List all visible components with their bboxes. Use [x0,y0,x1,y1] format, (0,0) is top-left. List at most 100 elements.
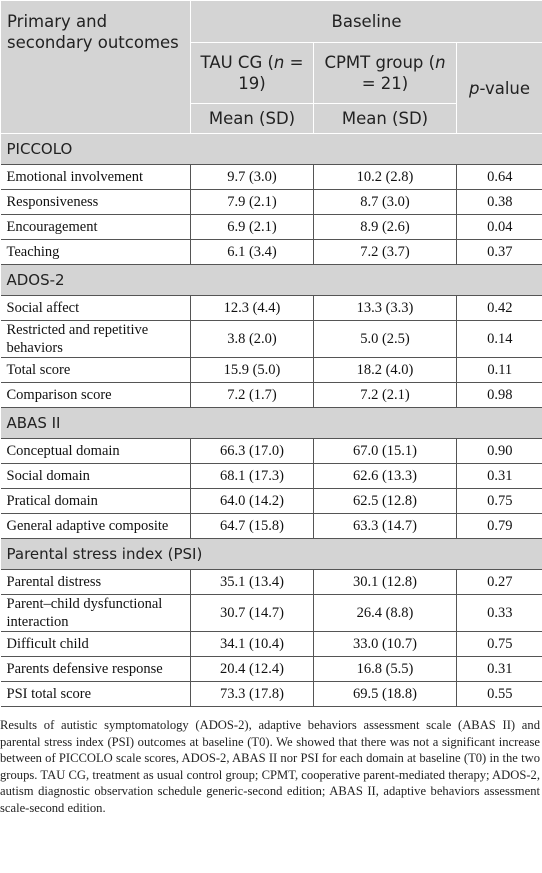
data-row: Parents defensive response 20.4 (12.4) 16.… [0,656,542,682]
cell-value: 8.9 (2.6) [313,214,457,240]
row-label: Pratical domain [0,488,191,514]
column-header: p-value [456,42,542,134]
row-label: Difficult child [0,631,191,657]
caption: Results of autistic symptomatology (ADOS… [0,718,540,815]
row-label: General adaptive composite [0,513,191,539]
row-label: Comparison score [0,382,191,408]
cell-value: 69.5 (18.8) [313,681,457,707]
header-row: TAU CG (n = 19) CPMT group (n = 21) p-valu… [1,42,542,134]
data-row: Parent–child dysfunctional interaction 30… [0,594,542,632]
cell-value: 26.4 (8.8) [313,594,457,632]
cell-value: 0.38 [456,189,542,215]
cell-value: 3.8 (2.0) [190,320,314,358]
cell-value: 0.79 [456,513,542,539]
cell-value: 30.1 (12.8) [313,569,457,595]
section-title: ABAS II [0,407,542,439]
header-text: -value [479,78,531,98]
cell-value: 7.2 (1.7) [190,382,314,408]
data-row: Pratical domain 64.0 (14.2) 62.5 (12.8) 0.7… [0,488,542,514]
row-label: PSI total score [0,681,191,707]
section-row: ADOS-2 [0,264,542,296]
cell-value: 12.3 (4.4) [190,295,314,321]
cell-value: 0.55 [456,681,542,707]
data-row: Conceptual domain 66.3 (17.0) 67.0 (15.1) 0… [0,438,542,464]
cell-value: 64.7 (15.8) [190,513,314,539]
data-row: Teaching 6.1 (3.4) 7.2 (3.7) 0.37 [0,239,542,265]
data-row: Total score 15.9 (5.0) 18.2 (4.0) 0.11 [0,357,542,383]
data-row: Social domain 68.1 (17.3) 62.6 (13.3) 0.31 [0,463,542,489]
cell-value: 6.1 (3.4) [190,239,314,265]
data-row: Difficult child 34.1 (10.4) 33.0 (10.7) 0.7… [0,631,542,657]
cell-value: 5.0 (2.5) [313,320,457,358]
group-header: Baseline [190,0,542,43]
outcome-header: Primary and secondary outcomes [0,0,191,134]
cell-value: 73.3 (17.8) [190,681,314,707]
row-label: Teaching [0,239,191,265]
row-label: Encouragement [0,214,191,240]
header-text: = 21) [361,74,409,93]
results-table: Primary and secondary outcomes Baseline TA… [0,0,542,707]
section-title: Parental stress index (PSI) [0,538,542,570]
cell-value: 0.31 [456,656,542,682]
cell-value: 9.7 (3.0) [190,164,314,190]
cell-value: 62.5 (12.8) [313,488,457,514]
cell-value: 30.7 (14.7) [190,594,314,632]
cell-value: 68.1 (17.3) [190,463,314,489]
cell-value: 20.4 (12.4) [190,656,314,682]
data-row: Emotional involvement 9.7 (3.0) 10.2 (2.8)… [0,164,542,190]
header-text: n [273,53,285,72]
cell-value: 7.2 (2.1) [313,382,457,408]
row-label: Emotional involvement [0,164,191,190]
cell-value: 16.8 (5.5) [313,656,457,682]
cell-value: 0.33 [456,594,542,632]
cell-value: 7.2 (3.7) [313,239,457,265]
cell-value: 6.9 (2.1) [190,214,314,240]
cell-value: 0.37 [456,239,542,265]
cell-value: 0.14 [456,320,542,358]
cell-value: 10.2 (2.8) [313,164,457,190]
row-label: Social affect [0,295,191,321]
data-row: Restricted and repetitive behaviors 3.8 (… [0,320,542,358]
cell-value: 67.0 (15.1) [313,438,457,464]
header-text: = 19) [238,53,304,93]
data-row: Encouragement 6.9 (2.1) 8.9 (2.6) 0.04 [0,214,542,240]
data-row: Comparison score 7.2 (1.7) 7.2 (2.1) 0.98 [0,382,542,408]
cell-value: 33.0 (10.7) [313,631,457,657]
header-text: CPMT group ( [324,53,436,72]
cell-value: 0.27 [456,569,542,595]
header-row: Primary and secondary outcomes Baseline [0,0,542,134]
cell-value: 0.75 [456,488,542,514]
header-text: n [435,53,446,72]
cell-value: 63.3 (14.7) [313,513,457,539]
cell-value: 0.90 [456,438,542,464]
row-label: Parental distress [0,569,191,595]
cell-value: 7.9 (2.1) [190,189,314,215]
section-row: Parental stress index (PSI) [0,538,542,570]
cell-value: 0.04 [456,214,542,240]
data-row: Responsiveness 7.9 (2.1) 8.7 (3.0) 0.38 [0,189,542,215]
cell-value: 0.98 [456,382,542,408]
sub-header: Mean (SD) [190,103,314,134]
cell-value: 35.1 (13.4) [190,569,314,595]
cell-value: 0.11 [456,357,542,383]
column-header: TAU CG (n = 19) [190,42,314,104]
row-label: Restricted and repetitive behaviors [0,320,191,358]
row-label: Social domain [0,463,191,489]
cell-value: 13.3 (3.3) [313,295,457,321]
cell-value: 15.9 (5.0) [190,357,314,383]
cell-value: 0.31 [456,463,542,489]
data-row: General adaptive composite 64.7 (15.8) 63.… [0,513,542,539]
section-title: PICCOLO [0,133,542,165]
data-row: Parental distress 35.1 (13.4) 30.1 (12.8) 0… [0,569,542,595]
cell-value: 66.3 (17.0) [190,438,314,464]
data-row: Social affect 12.3 (4.4) 13.3 (3.3) 0.42 [0,295,542,321]
row-label: Responsiveness [0,189,191,215]
cell-value: 0.64 [456,164,542,190]
section-row: ABAS II [0,407,542,439]
cell-value: 18.2 (4.0) [313,357,457,383]
row-label: Parent–child dysfunctional interaction [0,594,191,632]
data-row: PSI total score 73.3 (17.8) 69.5 (18.8) 0.5… [0,681,542,707]
cell-value: 62.6 (13.3) [313,463,457,489]
section-title: ADOS-2 [0,264,542,296]
